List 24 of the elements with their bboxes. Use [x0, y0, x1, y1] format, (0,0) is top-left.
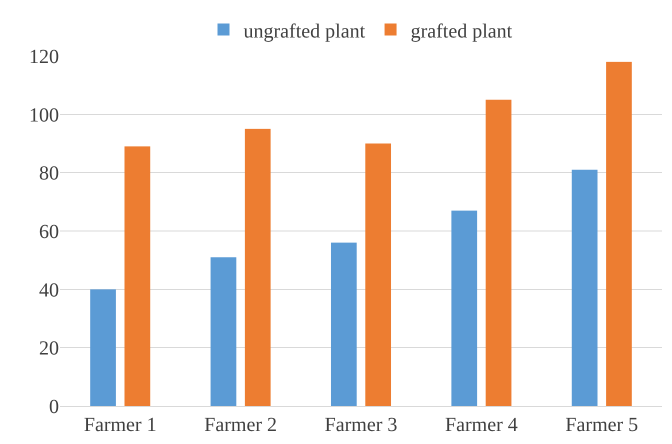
x-tick-label: Farmer 4: [445, 414, 518, 436]
y-tick-label: 80: [39, 162, 59, 185]
bar: [365, 144, 392, 406]
y-tick-label: 20: [39, 338, 59, 360]
y-tick-label: 60: [39, 221, 59, 243]
y-tick-label: 40: [39, 279, 59, 302]
bar: [90, 289, 116, 406]
x-tick-label: Farmer 2: [204, 414, 277, 436]
bar: [244, 128, 271, 406]
y-tick-label: 120: [29, 46, 59, 68]
bar: [486, 100, 512, 406]
legend-label: ungrafted plant: [244, 20, 366, 42]
bar: [330, 242, 357, 406]
bar: [124, 146, 150, 406]
bar: [451, 210, 478, 406]
y-tick-label: 0: [49, 396, 59, 418]
bar: [606, 62, 632, 406]
x-tick-label: Farmer 5: [565, 414, 638, 436]
legend-label: grafted plant: [410, 20, 513, 42]
y-tick-label: 100: [29, 104, 59, 126]
x-tick-label: Farmer 3: [324, 414, 398, 436]
bar: [572, 170, 598, 406]
x-tick-label: Farmer 1: [84, 414, 157, 436]
bar: [210, 257, 236, 406]
